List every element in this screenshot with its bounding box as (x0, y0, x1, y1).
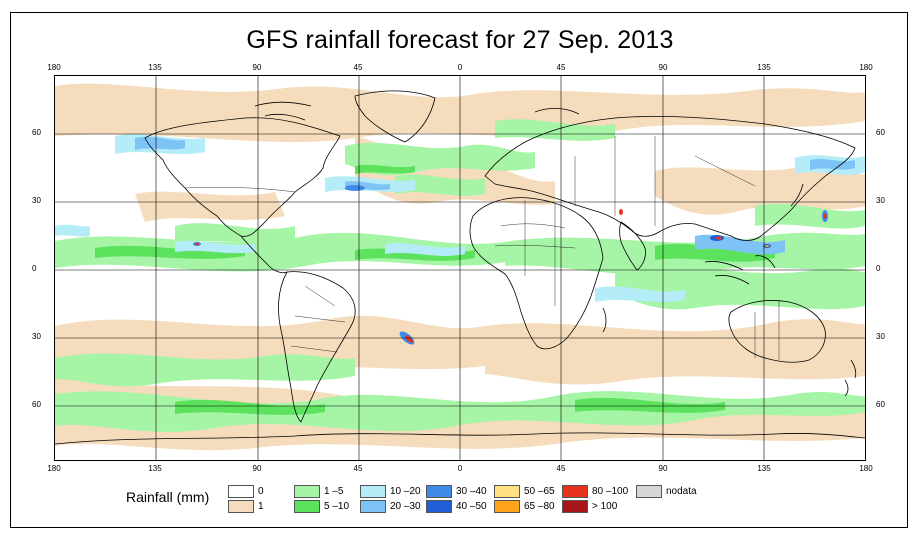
legend-title: Rainfall (mm) (126, 489, 210, 505)
country-borders (184, 136, 780, 360)
figure-frame (10, 12, 908, 528)
lon-tick-top: 135 (148, 63, 162, 72)
lat-tick-left: 60 (32, 128, 41, 137)
lon-tick-top: 0 (457, 63, 463, 72)
legend-label: 40 –50 (456, 501, 487, 512)
legend-swatch-6 (426, 485, 452, 498)
legend-label: 30 –40 (456, 486, 487, 497)
lon-tick-bottom: 180 (859, 464, 873, 473)
lon-tick-bottom: 45 (556, 464, 566, 473)
legend-swatch-0 (228, 485, 254, 498)
legend-swatch-10 (562, 485, 588, 498)
lat-tick-left: 60 (32, 400, 41, 409)
legend-label: 50 –65 (524, 486, 555, 497)
legend-swatch-7 (426, 500, 452, 513)
lon-tick-top: 180 (47, 63, 61, 72)
lon-tick-bottom: 45 (353, 464, 363, 473)
lat-tick-right: 60 (876, 400, 885, 409)
legend-swatch-11 (562, 500, 588, 513)
legend-label: 1 –5 (324, 486, 344, 497)
legend-label: 1 (258, 501, 264, 512)
legend-label: 5 –10 (324, 501, 350, 512)
lon-tick-top: 45 (353, 63, 363, 72)
lon-tick-bottom: 90 (252, 464, 262, 473)
legend-swatch-4 (360, 485, 386, 498)
lat-tick-left: 30 (32, 196, 41, 205)
lat-tick-left: 30 (32, 332, 41, 341)
coastlines (55, 90, 865, 445)
lat-tick-right: 30 (876, 332, 885, 341)
lon-tick-top: 180 (859, 63, 873, 72)
legend-swatch-2 (294, 485, 320, 498)
lon-tick-top: 90 (252, 63, 262, 72)
lon-tick-top: 90 (658, 63, 668, 72)
legend-label: 10 –20 (390, 486, 421, 497)
lat-tick-right: 30 (876, 196, 885, 205)
legend-label: 80 –100 (592, 486, 629, 497)
legend-swatch-3 (294, 500, 320, 513)
lat-tick-left: 0 (32, 264, 37, 273)
legend-label: 65 –80 (524, 501, 555, 512)
legend-label: nodata (666, 486, 697, 497)
map-title: GFS rainfall forecast for 27 Sep. 2013 (246, 26, 674, 54)
lon-tick-bottom: 135 (757, 464, 771, 473)
lon-tick-top: 135 (757, 63, 771, 72)
lat-tick-right: 0 (876, 264, 881, 273)
graticule (55, 76, 865, 460)
lon-tick-bottom: 0 (457, 464, 463, 473)
legend-label: > 100 (592, 501, 618, 512)
lon-tick-top: 45 (556, 63, 566, 72)
legend-swatch-5 (360, 500, 386, 513)
lat-tick-right: 60 (876, 128, 885, 137)
legend-swatch-1 (228, 500, 254, 513)
lon-tick-bottom: 180 (47, 464, 61, 473)
legend-label: 0 (258, 486, 264, 497)
lon-tick-bottom: 135 (148, 464, 162, 473)
legend-swatch-9 (494, 500, 520, 513)
legend-label: 20 –30 (390, 501, 421, 512)
rainfall-map (54, 75, 866, 461)
lon-tick-bottom: 90 (658, 464, 668, 473)
legend-swatch-12 (636, 485, 662, 498)
legend-swatch-8 (494, 485, 520, 498)
